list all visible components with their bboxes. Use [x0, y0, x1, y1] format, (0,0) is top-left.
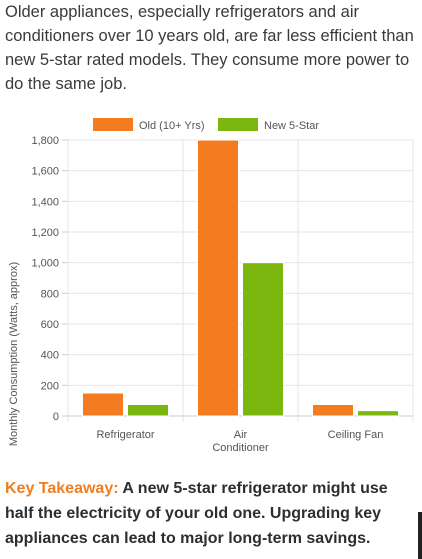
legend-label: New 5-Star: [264, 120, 319, 132]
y-axis-ticks: 0 200 400 600 800 1,000 1,200 1,400 1,600 1,800: [31, 135, 59, 423]
x-tick-label: Refrigerator: [96, 429, 154, 441]
bar-old: [82, 392, 124, 417]
y-axis-label: Monthly Consumption (Watts, approx): [8, 262, 20, 446]
y-tick-label: 1,400: [31, 196, 59, 208]
key-takeaway-text: A new 5-star refrigerator might use half…: [5, 480, 388, 547]
y-tick-label: 1,000: [31, 258, 59, 270]
y-tick-label: 800: [41, 288, 59, 300]
x-tick-label: Air: [234, 429, 248, 441]
bar-old: [197, 139, 239, 417]
y-tick-label: 0: [53, 411, 59, 423]
legend-swatch: [93, 118, 133, 131]
key-takeaway-lead: Key Takeaway:: [5, 480, 119, 497]
y-tick-label: 200: [41, 380, 59, 392]
legend-label: Old (10+ Yrs): [139, 120, 205, 132]
y-tick-label: 600: [41, 319, 59, 331]
bar-new: [357, 410, 399, 417]
x-tick-label: Ceiling Fan: [328, 429, 384, 441]
bar-new: [242, 262, 284, 417]
scrollbar-edge: [418, 512, 422, 559]
chart-grid: [62, 139, 414, 422]
legend-swatch: [218, 118, 258, 131]
y-tick-label: 400: [41, 350, 59, 362]
y-tick-label: 1,600: [31, 166, 59, 178]
x-tick-label: Conditioner: [212, 442, 269, 454]
bar-new: [127, 404, 169, 417]
chart-bars: [82, 139, 399, 417]
chart-legend: Old (10+ Yrs) New 5-Star: [93, 118, 319, 132]
y-tick-label: 1,200: [31, 227, 59, 239]
y-tick-label: 1,800: [31, 135, 59, 147]
intro-paragraph: Older appliances, especially refrigerato…: [5, 3, 414, 93]
bar-old: [312, 404, 354, 417]
key-takeaway: Key Takeaway: A new 5-star refrigerator …: [5, 476, 417, 551]
consumption-bar-chart: Old (10+ Yrs) New 5-Star 0 200 400 600 800 1,0…: [8, 118, 414, 454]
